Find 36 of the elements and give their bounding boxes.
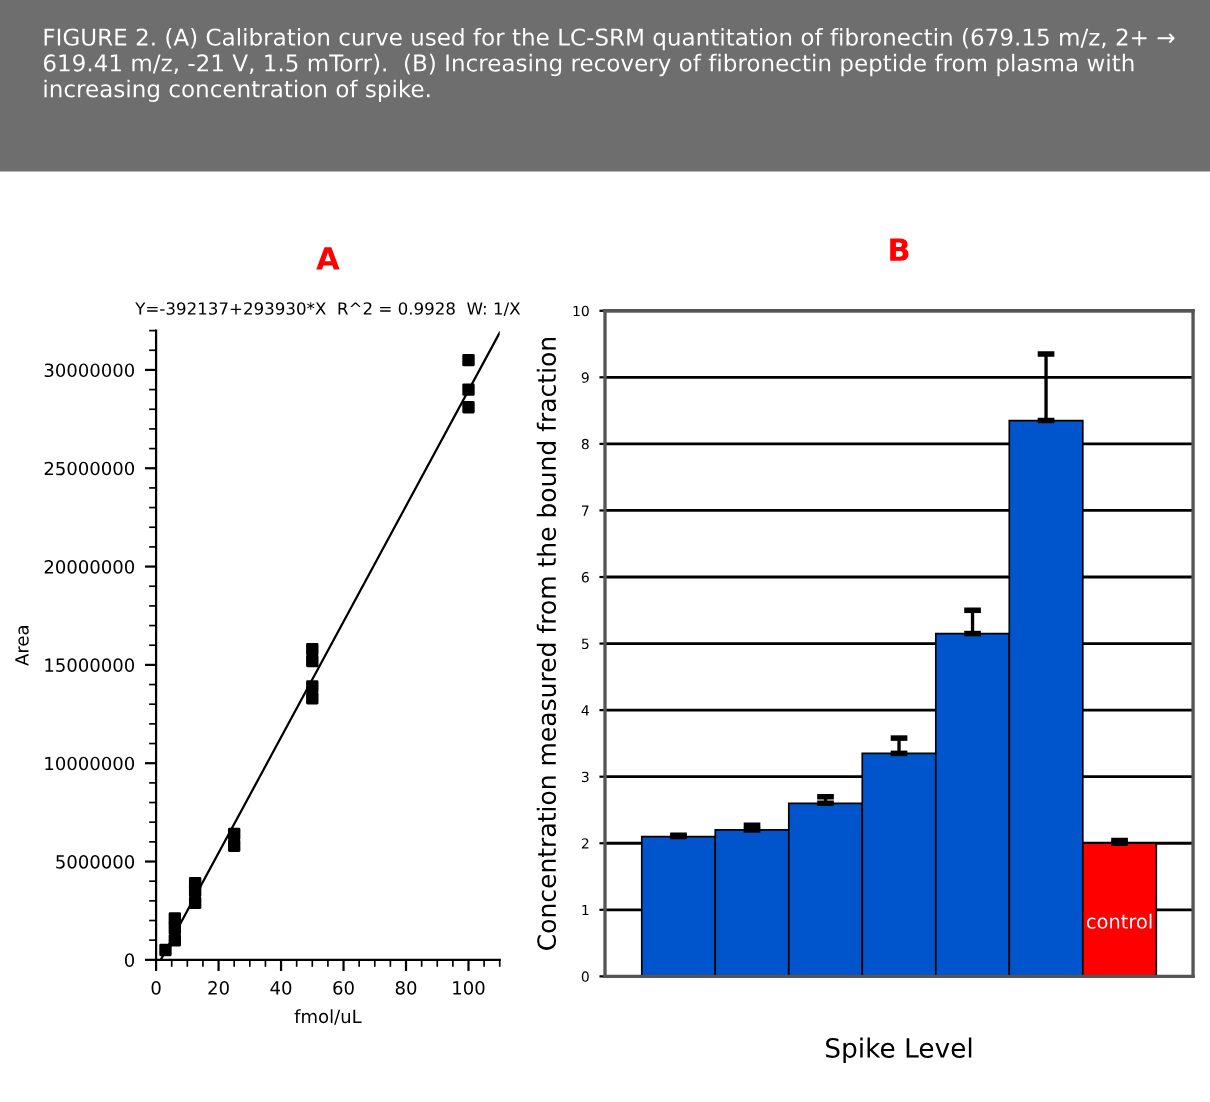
point <box>306 692 319 705</box>
point <box>306 654 319 668</box>
x-tick-label: 20 <box>208 980 229 995</box>
y-tick-label: 0 <box>124 953 135 967</box>
point <box>462 383 475 396</box>
point <box>168 933 182 947</box>
x-axis-title: Spike Level <box>826 1037 972 1064</box>
x-tick-label: 60 <box>333 980 354 995</box>
caption: FIGURE 2. (A) Calibration curve used for the LC-SRM quantitation of fibronectin (679.15 m/z, 2+ → 619.41 m/z, -21 V, 1.5 mTorr). (B) Increasing recovery of fibronectin peptide from plasma with increasing concentration of spike. <box>43 28 1175 102</box>
point <box>168 912 182 925</box>
x-axis-title: fmol/uL <box>294 1009 362 1025</box>
x-tick-label: 40 <box>270 980 292 995</box>
point <box>306 642 319 656</box>
x-tick-label: 80 <box>395 980 417 995</box>
y-tick-label: 10000000 <box>45 756 135 771</box>
point <box>227 827 241 841</box>
x-tick-label: 0 <box>151 980 161 995</box>
y-axis-title: Area <box>15 626 29 666</box>
y-axis-title: Concentration measured from the bound fraction <box>536 337 557 950</box>
point <box>462 353 475 367</box>
point <box>159 943 172 957</box>
point <box>227 839 241 852</box>
chart-title: B <box>890 238 909 261</box>
point <box>306 680 319 693</box>
y-tick-label: 30000000 <box>44 363 135 378</box>
point <box>462 401 475 414</box>
point <box>188 876 202 890</box>
y-tick-label: 20000000 <box>44 560 135 574</box>
y-tick-label: 5000000 <box>56 854 135 869</box>
chart-title: A <box>316 247 340 270</box>
x-tick-label: 100 <box>453 980 485 995</box>
text: Y=-392137+293930*X R^2 = 0.9928 W: 1/X <box>135 302 521 317</box>
y-tick-label: 15000000 <box>45 658 135 672</box>
x-tick-label: control <box>1086 913 1152 929</box>
y-tick-label: 25000000 <box>44 461 135 476</box>
point <box>188 896 202 910</box>
